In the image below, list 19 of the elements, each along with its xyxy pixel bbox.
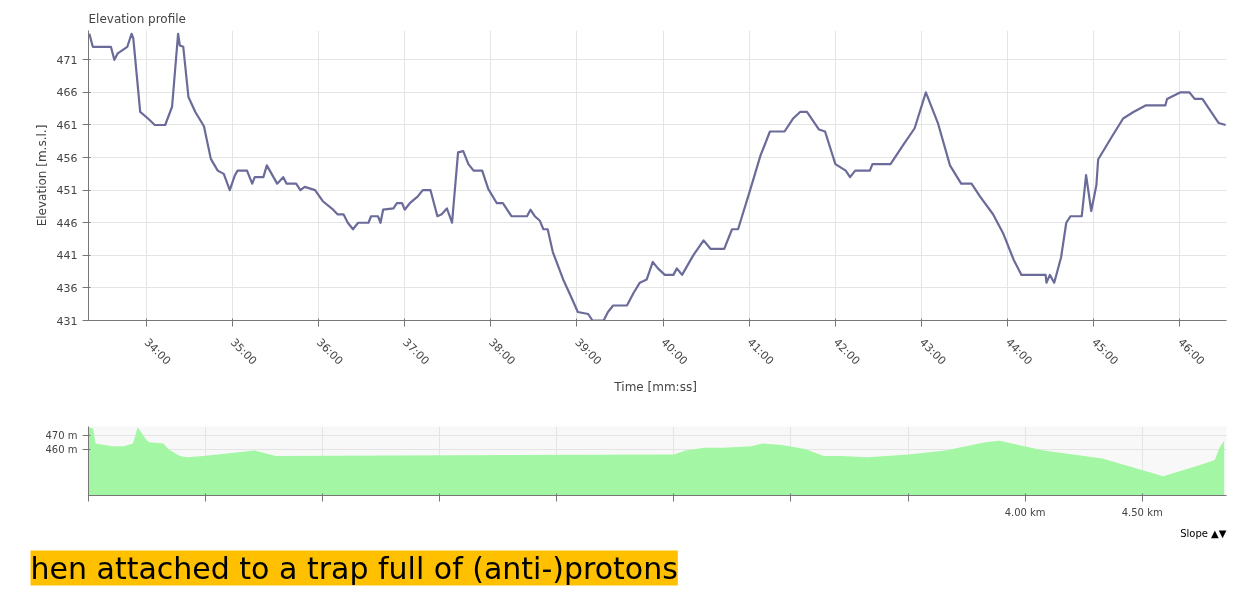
x-tick-label: 4.00 km	[1004, 506, 1046, 518]
y-tick-label: 460 m	[45, 443, 78, 455]
x-axis-title: Time [mm:ss]	[613, 380, 697, 395]
y-tick-label: 431	[56, 314, 78, 328]
y-tick-label: 456	[56, 151, 78, 165]
y-tick-label: 436	[56, 281, 78, 295]
x-tick-label: 4.50 km	[1121, 506, 1163, 518]
text: hen attached to a trap full of (anti-)protons	[30, 550, 678, 586]
y-tick-label: 470 m	[45, 429, 78, 441]
y-tick-label: 471	[56, 53, 78, 67]
chart-title: Elevation profile	[88, 11, 186, 26]
y-tick-label: 446	[56, 216, 78, 230]
y-tick-label: 451	[56, 184, 78, 198]
text: Slope ▲▼	[1180, 527, 1227, 539]
y-tick-label: 441	[56, 249, 78, 263]
line-series	[88, 32, 1227, 321]
y-axis-title: Elevation [m.s.l.]	[34, 124, 49, 227]
y-tick-label: 461	[56, 118, 78, 132]
y-tick-label: 466	[56, 86, 78, 100]
